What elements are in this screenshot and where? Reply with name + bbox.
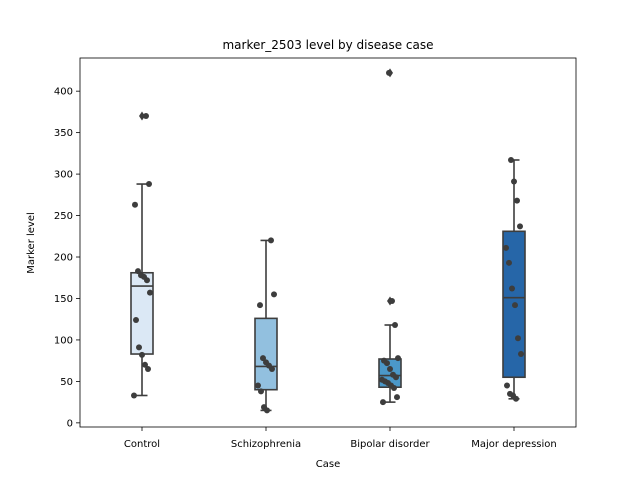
data-point bbox=[380, 399, 386, 406]
data-point bbox=[133, 317, 139, 324]
x-tick-label: Major depression bbox=[471, 439, 557, 450]
data-point bbox=[131, 392, 137, 399]
data-point bbox=[135, 268, 141, 275]
data-point bbox=[146, 181, 152, 188]
data-point bbox=[514, 197, 520, 204]
y-tick-label: 300 bbox=[54, 170, 73, 181]
y-tick-label: 400 bbox=[54, 87, 73, 98]
data-point bbox=[139, 351, 145, 358]
data-point bbox=[503, 244, 509, 251]
y-tick-label: 100 bbox=[54, 335, 73, 346]
data-point bbox=[258, 388, 264, 395]
outlier-marker bbox=[139, 111, 145, 121]
data-point bbox=[512, 302, 518, 309]
data-point bbox=[509, 285, 515, 292]
data-point bbox=[261, 404, 267, 411]
data-point bbox=[142, 361, 148, 368]
data-point bbox=[518, 351, 524, 358]
data-point bbox=[515, 335, 521, 342]
data-point bbox=[271, 291, 277, 298]
plot-area: 0 50 100 150 200 250 300 350 400 Control Schizophr… bbox=[54, 57, 577, 450]
chart-title: marker_2503 level by disease case bbox=[222, 38, 433, 52]
data-point bbox=[268, 237, 274, 244]
data-point bbox=[390, 371, 396, 378]
data-point bbox=[392, 322, 398, 329]
data-point bbox=[132, 201, 138, 208]
y-tick-label: 150 bbox=[54, 294, 73, 305]
data-point bbox=[507, 390, 513, 397]
y-tick-label: 200 bbox=[54, 253, 73, 264]
data-point bbox=[511, 178, 517, 185]
data-point bbox=[136, 344, 142, 351]
data-point bbox=[138, 272, 144, 279]
data-point bbox=[508, 156, 514, 163]
y-axis-label: Marker level bbox=[26, 212, 37, 274]
data-point bbox=[389, 297, 395, 304]
data-point bbox=[260, 355, 266, 362]
x-tick-label: Schizophrenia bbox=[231, 439, 301, 450]
y-tick-label: 350 bbox=[54, 128, 73, 139]
box-schizophrenia bbox=[254, 317, 278, 391]
data-point bbox=[381, 357, 387, 364]
data-point bbox=[517, 223, 523, 230]
x-axis-label: Case bbox=[316, 459, 340, 470]
data-point bbox=[387, 365, 393, 372]
data-point bbox=[143, 113, 149, 120]
data-point bbox=[145, 365, 151, 372]
data-point bbox=[395, 355, 401, 362]
x-tick-label: Control bbox=[124, 439, 160, 450]
data-point bbox=[257, 302, 263, 309]
x-tick-label: Bipolar disorder bbox=[350, 439, 430, 450]
data-point bbox=[263, 359, 269, 366]
data-point bbox=[255, 382, 261, 389]
y-tick-label: 50 bbox=[60, 377, 73, 388]
y-tick-label: 0 bbox=[67, 418, 73, 429]
axes-frame bbox=[79, 57, 577, 428]
data-point bbox=[379, 376, 385, 383]
data-point bbox=[394, 394, 400, 401]
data-point bbox=[386, 69, 392, 76]
data-point bbox=[504, 382, 510, 389]
box-control bbox=[130, 271, 154, 355]
data-point bbox=[506, 259, 512, 266]
y-tick-label: 250 bbox=[54, 211, 73, 222]
data-point bbox=[147, 289, 153, 296]
